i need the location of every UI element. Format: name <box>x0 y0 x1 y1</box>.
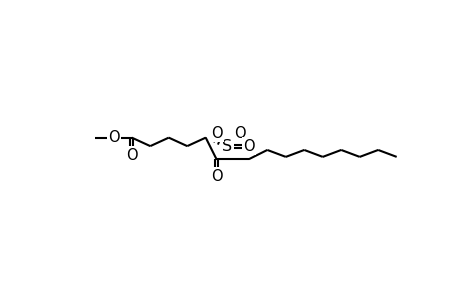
Text: O: O <box>242 139 254 154</box>
Text: O: O <box>210 125 222 140</box>
Text: O: O <box>210 169 222 184</box>
Text: S: S <box>222 139 232 154</box>
Text: O: O <box>126 148 137 163</box>
Text: O: O <box>108 130 120 145</box>
Text: O: O <box>234 125 246 140</box>
